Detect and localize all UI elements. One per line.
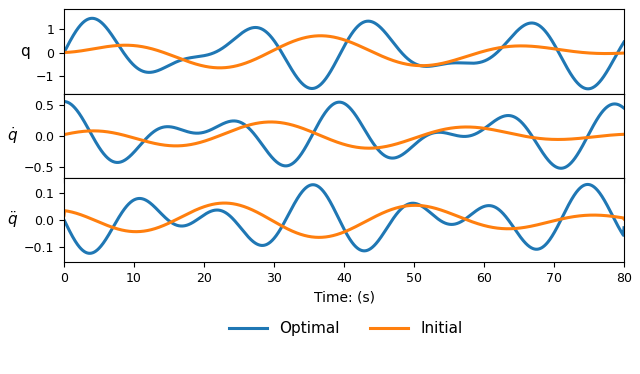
Initial xyxy=(333,36,340,40)
Initial xyxy=(60,50,68,55)
Optimal xyxy=(333,58,340,63)
Optimal xyxy=(584,87,592,91)
Legend: Optimal, Initial: Optimal, Initial xyxy=(223,315,468,342)
Initial xyxy=(604,51,612,56)
Initial xyxy=(89,47,97,51)
Initial xyxy=(317,34,324,38)
Y-axis label: $\dot{q}$: $\dot{q}$ xyxy=(7,125,18,146)
Y-axis label: q: q xyxy=(20,44,29,59)
Initial xyxy=(216,65,223,70)
Optimal xyxy=(60,50,68,55)
Optimal xyxy=(604,67,612,71)
Initial xyxy=(620,51,628,55)
Line: Optimal: Optimal xyxy=(64,18,624,89)
Y-axis label: $\ddot{q}$: $\ddot{q}$ xyxy=(7,209,19,230)
Initial xyxy=(604,51,612,56)
Line: Initial: Initial xyxy=(64,36,624,68)
Initial xyxy=(502,45,509,49)
Optimal xyxy=(501,42,509,46)
Optimal xyxy=(318,81,326,86)
Initial xyxy=(318,34,326,38)
Optimal xyxy=(89,16,97,21)
Optimal xyxy=(620,40,628,44)
Optimal xyxy=(604,67,612,72)
X-axis label: Time: (s): Time: (s) xyxy=(314,290,374,304)
Optimal xyxy=(88,16,96,21)
